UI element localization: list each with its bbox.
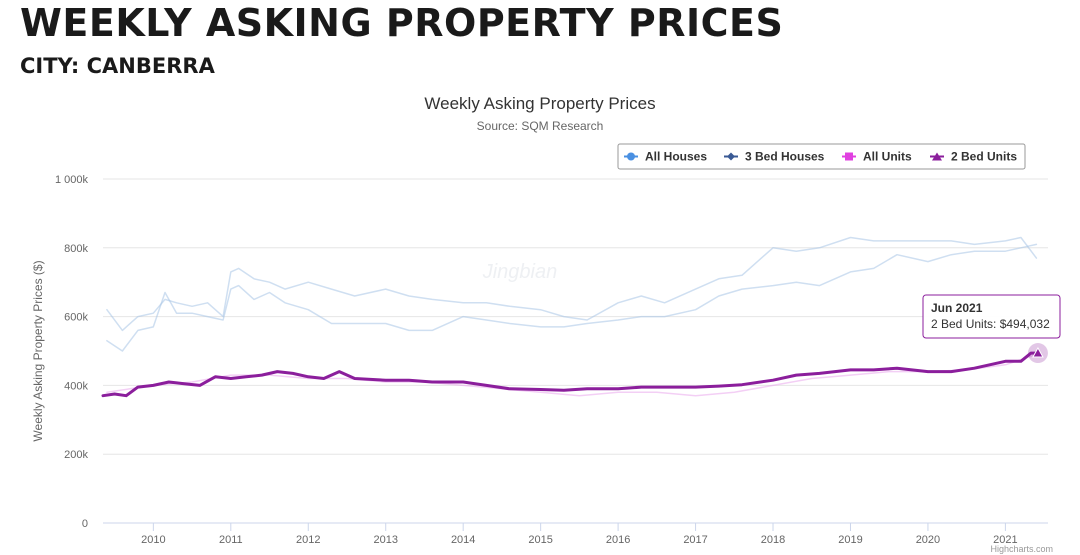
y-tick-label: 400k [64, 380, 88, 392]
legend-square-icon [845, 152, 853, 161]
chart-subtitle: Source: SQM Research [477, 119, 604, 133]
watermark-text: Jingbian [482, 261, 558, 283]
page-subtitle: CITY: CANBERRA [20, 54, 215, 78]
y-tick-label: 600k [64, 312, 88, 324]
x-tick-label: 2010 [141, 534, 165, 546]
y-tick-label: 200k [64, 449, 88, 461]
x-tick-label: 2016 [606, 534, 630, 546]
chart-title: Weekly Asking Property Prices [424, 94, 655, 113]
x-tick-label: 2021 [993, 534, 1017, 546]
legend-item-3-bed-houses[interactable]: 3 Bed Houses [745, 150, 825, 164]
series-line-2-bed-units [101, 351, 1040, 398]
tooltip-box [922, 294, 1061, 339]
x-tick-label: 2012 [296, 534, 320, 546]
series-line-all-units [106, 353, 1038, 397]
y-tick-label: 800k [64, 243, 88, 255]
y-axis-title: Weekly Asking Property Prices ($) [31, 260, 45, 441]
legend-item-all-houses[interactable]: All Houses [645, 150, 707, 164]
legend-circle-icon [627, 152, 635, 161]
tooltip-title: Jun 2021 [931, 301, 983, 315]
legend-box [617, 143, 1026, 170]
x-tick-label: 2011 [219, 534, 243, 546]
series-line-3-bed-houses [106, 243, 1038, 352]
hover-point-triangle-icon [1032, 347, 1044, 358]
x-tick-label: 2018 [761, 534, 785, 546]
legend-diamond-icon [727, 152, 735, 161]
x-tick-label: 2013 [373, 534, 397, 546]
x-tick-label: 2017 [683, 534, 707, 546]
tooltip-value: 2 Bed Units: $494,032 [931, 317, 1050, 331]
page-title: WEEKLY ASKING PROPERTY PRICES [20, 1, 784, 45]
legend-triangle-icon [932, 152, 942, 161]
y-tick-label: 1 000k [55, 174, 89, 186]
x-tick-label: 2015 [528, 534, 552, 546]
legend-item-all-units[interactable]: All Units [863, 150, 912, 164]
y-tick-label: 0 [82, 518, 88, 530]
legend-item-2-bed-units[interactable]: 2 Bed Units [951, 150, 1017, 164]
x-tick-label: 2020 [916, 534, 940, 546]
series-line-all-houses [106, 236, 1038, 332]
x-tick-label: 2014 [451, 534, 475, 546]
x-tick-label: 2019 [838, 534, 862, 546]
credits-link[interactable]: Highcharts.com [990, 544, 1053, 554]
